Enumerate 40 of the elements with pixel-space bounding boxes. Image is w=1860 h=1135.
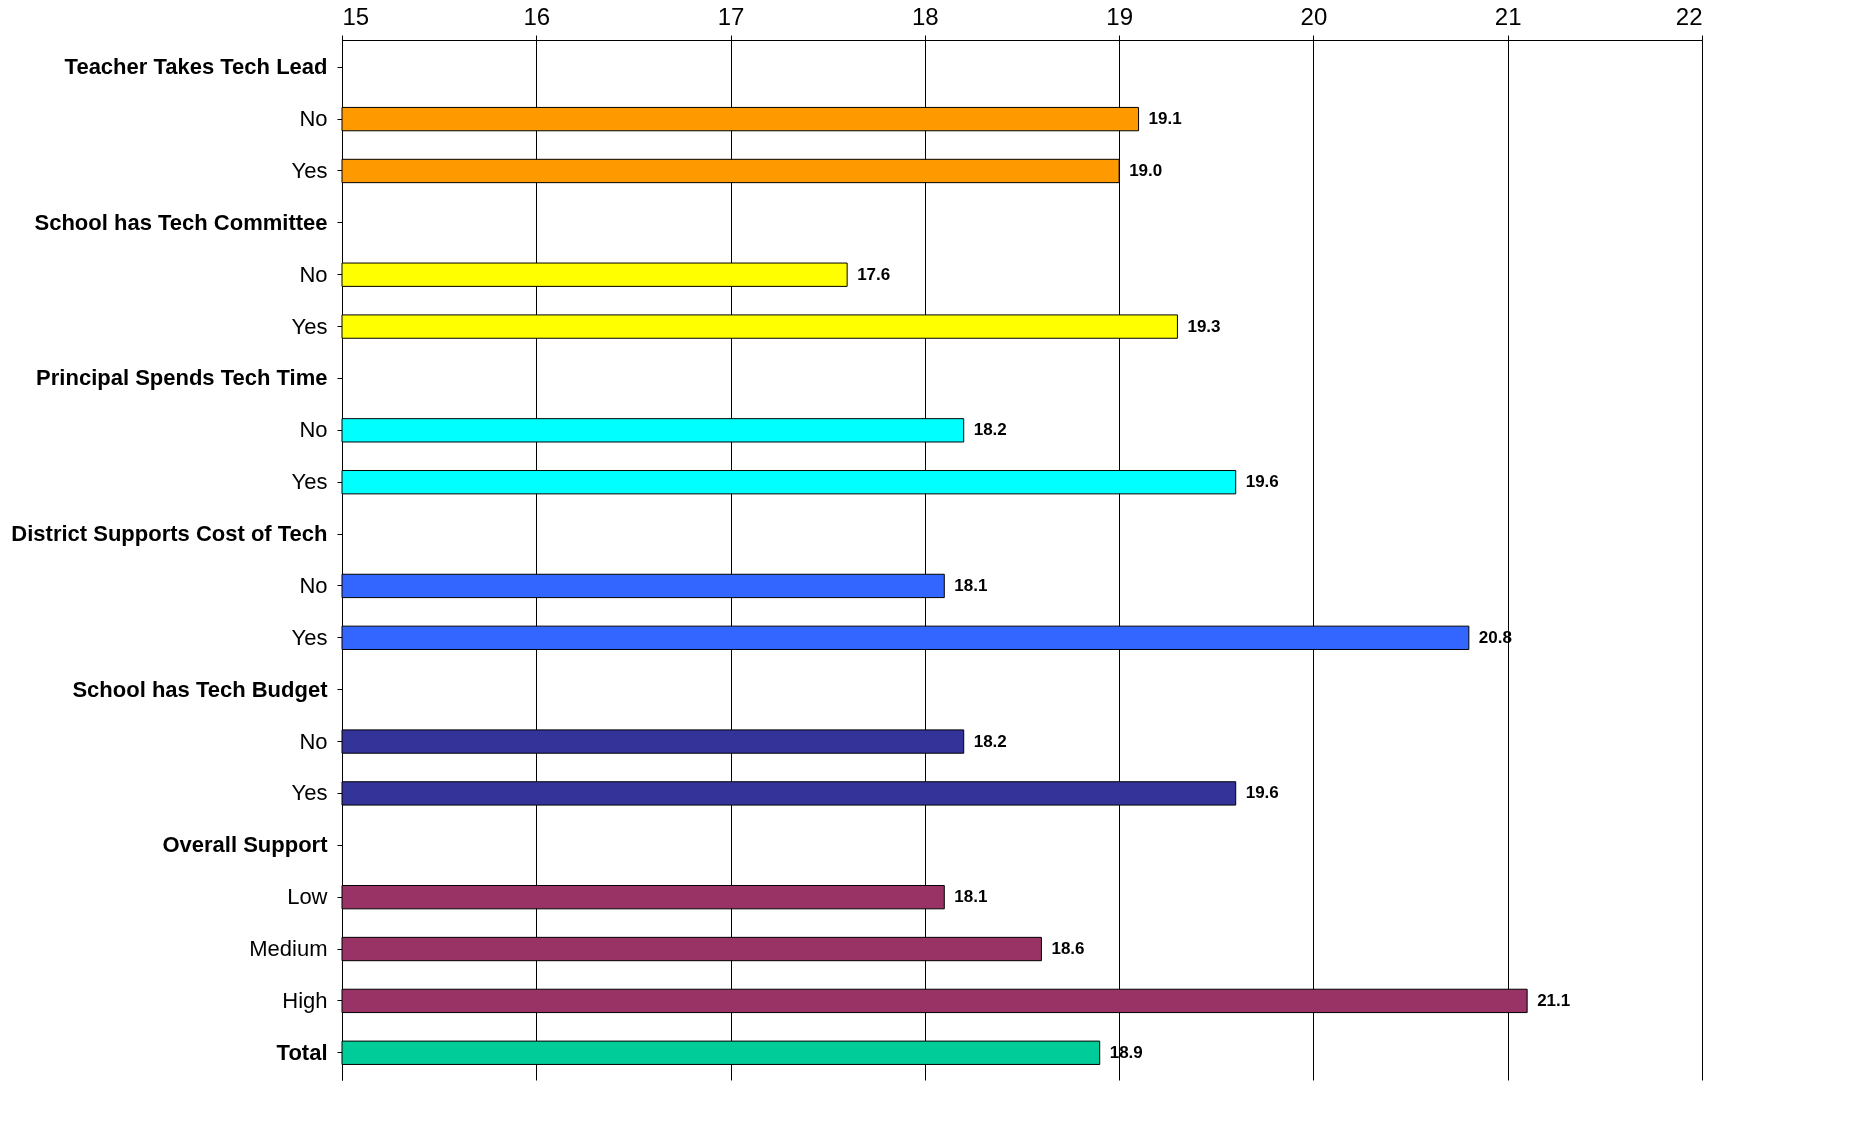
data-label: 18.2 (973, 420, 1007, 440)
y-tick-label: High (282, 987, 328, 1013)
y-tick-label: Yes (291, 624, 328, 650)
y-tick-label: Teacher Takes Tech Lead (64, 54, 328, 80)
x-tick-label: 18 (912, 2, 939, 30)
data-label: 19.6 (1245, 472, 1279, 492)
y-tick-label: No (299, 106, 328, 132)
data-label: 19.1 (1148, 109, 1182, 129)
data-label: 18.1 (954, 887, 988, 907)
y-tick-label: Low (287, 884, 328, 910)
y-tick-label: Medium (249, 936, 328, 962)
y-tick-label: Overall Support (162, 832, 329, 858)
data-label: 18.2 (973, 731, 1007, 751)
x-tick-label: 15 (342, 2, 370, 30)
y-tick-label: No (299, 572, 328, 598)
x-tick-label: 22 (1675, 2, 1703, 30)
y-tick-label: District Supports Cost of Tech (11, 521, 328, 547)
data-label: 19.6 (1245, 783, 1279, 803)
y-tick-label: Yes (291, 469, 328, 495)
y-tick-label: Yes (291, 157, 328, 183)
y-tick-label: No (299, 728, 328, 754)
y-tick-label: Total (276, 1039, 328, 1065)
y-tick-label: Yes (291, 780, 328, 806)
x-tick-label: 17 (717, 2, 745, 30)
x-tick-label: 16 (523, 2, 551, 30)
x-tick-label: 21 (1494, 2, 1522, 30)
x-tick-label: 20 (1300, 2, 1328, 30)
data-label: 19.0 (1129, 160, 1163, 180)
y-tick-label: No (299, 261, 328, 287)
x-tick-label: 19 (1106, 2, 1133, 30)
data-label: 21.1 (1537, 990, 1571, 1010)
data-label: 19.3 (1187, 316, 1221, 336)
y-tick-label: School has Tech Budget (72, 676, 329, 702)
y-tick-label: Yes (291, 313, 328, 339)
data-label: 18.6 (1051, 939, 1085, 959)
data-label: 18.1 (954, 575, 988, 595)
y-tick-label: Principal Spends Tech Time (36, 365, 328, 391)
y-tick-label: No (299, 417, 328, 443)
y-tick-label: School has Tech Committee (34, 209, 328, 235)
data-label: 17.6 (857, 264, 891, 284)
